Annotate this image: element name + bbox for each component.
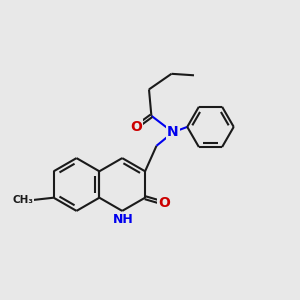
Text: NH: NH [113, 213, 134, 226]
Text: O: O [130, 120, 142, 134]
Text: CH₃: CH₃ [13, 195, 34, 205]
Text: O: O [158, 196, 170, 210]
Text: N: N [167, 125, 179, 139]
